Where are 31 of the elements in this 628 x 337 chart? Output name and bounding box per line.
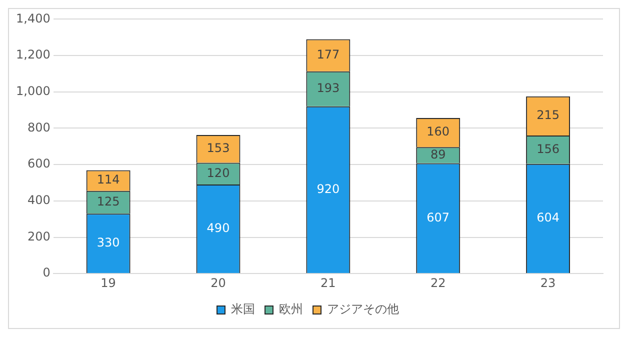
legend-label: 米国 <box>231 302 255 316</box>
y-tick-label: 1,200 <box>16 48 50 62</box>
data-label: 604 <box>536 210 560 225</box>
y-tick-label: 200 <box>27 229 50 244</box>
data-label: 215 <box>536 108 560 122</box>
data-label: 156 <box>536 142 560 156</box>
data-label: 330 <box>96 235 120 250</box>
data-label: 193 <box>316 81 340 96</box>
data-label: 160 <box>426 124 450 139</box>
x-tick-label: 23 <box>540 276 556 290</box>
x-tick-label: 19 <box>100 276 116 290</box>
y-tick-label: 800 <box>27 120 50 134</box>
y-tick-label: 1,400 <box>16 11 50 26</box>
data-label: 920 <box>316 182 340 196</box>
data-label: 89 <box>430 147 446 162</box>
data-label: 607 <box>426 210 450 224</box>
legend-label: アジアその他 <box>327 302 399 316</box>
y-tick-label: 0 <box>42 266 50 280</box>
x-tick-label: 22 <box>430 276 446 290</box>
data-label: 177 <box>316 47 340 62</box>
data-label: 120 <box>206 166 230 180</box>
data-label: 153 <box>206 140 230 155</box>
x-tick-label: 21 <box>320 276 336 290</box>
y-tick-label: 400 <box>27 193 50 208</box>
data-label: 490 <box>206 220 230 235</box>
x-tick-label: 20 <box>210 276 226 290</box>
data-label: 114 <box>96 172 120 187</box>
y-tick-label: 1,000 <box>16 84 50 98</box>
legend-label: 欧州 <box>279 302 303 316</box>
data-label: 125 <box>96 194 120 208</box>
y-tick-label: 600 <box>27 156 50 171</box>
